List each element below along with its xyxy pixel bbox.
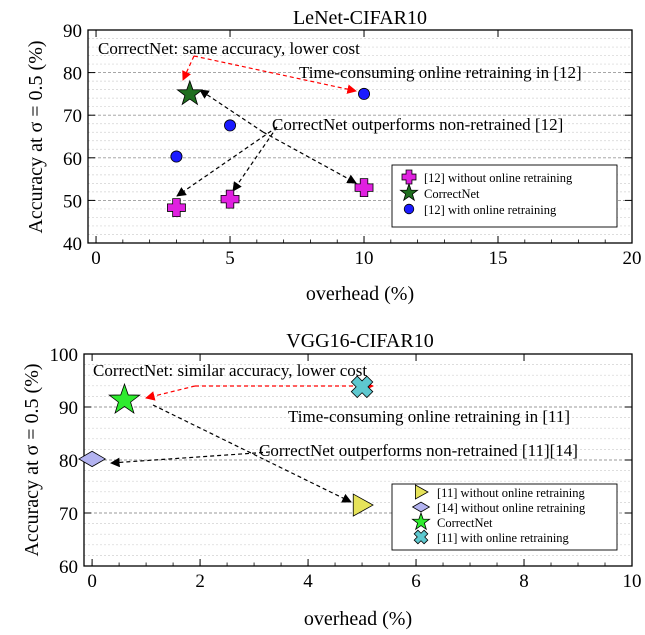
y-tick-label: 60 xyxy=(59,557,78,578)
y-tick-label: 80 xyxy=(63,64,82,85)
legend-markers xyxy=(399,169,419,215)
x-tick-label: 4 xyxy=(303,571,313,592)
data-point xyxy=(170,150,183,163)
x-tick-label: 15 xyxy=(489,248,508,269)
x-tick-label: 10 xyxy=(355,248,374,269)
legend-label: [11] without online retraining xyxy=(437,486,586,500)
legend-label: CorrectNet xyxy=(424,187,480,201)
x-axis-label: overhead (%) xyxy=(306,283,414,305)
annotation: Time-consuming online retraining in [12] xyxy=(299,63,582,82)
y-tick-labels: 60 70 80 90 100 xyxy=(50,345,79,578)
x-axis-label: overhead (%) xyxy=(304,608,412,630)
y-tick-label: 40 xyxy=(63,234,82,255)
chart-title: LeNet-CIFAR10 xyxy=(293,7,427,29)
data-point xyxy=(350,375,374,399)
legend-marker xyxy=(401,169,417,185)
legend-label: CorrectNet xyxy=(437,516,493,530)
legend-label: [11] with online retraining xyxy=(437,531,570,545)
annotation-arrows xyxy=(176,55,357,197)
x-tick-label: 6 xyxy=(411,571,421,592)
legend-label: [14] without online retraining xyxy=(437,501,586,515)
y-tick-label: 90 xyxy=(63,21,82,42)
arrow xyxy=(262,131,357,184)
x-tick-labels: 0 5 10 15 20 xyxy=(91,248,641,269)
x-tick-label: 0 xyxy=(91,248,101,269)
x-tick-labels: 0 2 4 6 8 10 xyxy=(87,571,641,592)
data-point xyxy=(220,189,240,209)
data-point xyxy=(167,198,186,218)
y-axis-label: Accuracy at σ = 0.5 (%) xyxy=(25,40,47,233)
data-point xyxy=(352,493,374,517)
y-tick-label: 100 xyxy=(50,345,79,366)
x-tick-label: 0 xyxy=(87,571,97,592)
chart-vgg16: VGG16-CIFAR10 0 2 4 6 8 10 60 70 80 90 1… xyxy=(21,330,642,630)
arrow xyxy=(145,385,196,401)
x-tick-label: 20 xyxy=(623,248,642,269)
legend-box xyxy=(391,483,618,551)
arrow xyxy=(182,55,195,81)
data-point xyxy=(224,119,237,132)
legend-marker xyxy=(403,203,415,215)
x-tick-label: 5 xyxy=(225,248,235,269)
legend-marker xyxy=(399,182,419,202)
y-tick-label: 70 xyxy=(63,106,82,127)
y-tick-label: 50 xyxy=(63,191,82,212)
data-points xyxy=(167,79,374,218)
annotation-arrows xyxy=(110,381,374,503)
y-tick-label: 80 xyxy=(59,451,78,472)
annotation: CorrectNet: same accuracy, lower cost xyxy=(98,39,360,58)
y-axis-label: Accuracy at σ = 0.5 (%) xyxy=(21,363,43,556)
y-tick-label: 70 xyxy=(59,504,78,525)
arrow xyxy=(176,126,278,197)
data-point xyxy=(78,450,107,468)
data-point xyxy=(176,79,204,106)
legend-marker xyxy=(411,511,431,531)
arrow xyxy=(232,126,278,192)
arrow xyxy=(199,89,264,133)
y-tick-label: 60 xyxy=(63,149,82,170)
legend-label: [12] without online retraining xyxy=(424,171,573,185)
data-point xyxy=(354,178,374,198)
data-point xyxy=(108,382,141,415)
arrow xyxy=(152,404,352,503)
x-tick-label: 10 xyxy=(623,571,642,592)
data-point xyxy=(358,87,371,100)
legend-box xyxy=(391,164,618,228)
legend-marker xyxy=(415,484,429,500)
x-tick-label: 2 xyxy=(195,571,205,592)
arrow xyxy=(110,451,271,468)
annotation: CorrectNet outperforms non-retrained [11… xyxy=(259,441,578,460)
chart-title: VGG16-CIFAR10 xyxy=(286,330,433,352)
y-tick-labels: 40 50 60 70 80 90 xyxy=(63,21,82,255)
legend: [12] without online retraining CorrectNe… xyxy=(391,164,618,228)
annotation: CorrectNet outperforms non-retrained [12… xyxy=(272,115,563,134)
chart-lenet: LeNet-CIFAR10 0 5 10 15 20 40 50 60 70 8… xyxy=(25,7,642,305)
legend: [11] without online retraining [14] with… xyxy=(391,483,618,551)
annotation: Time-consuming online retraining in [11] xyxy=(288,407,570,426)
legend-label: [12] with online retraining xyxy=(424,203,557,217)
x-tick-label: 8 xyxy=(519,571,529,592)
ticks xyxy=(84,353,633,567)
legend-marker xyxy=(411,501,431,513)
annotation: CorrectNet: similar accuracy, lower cost xyxy=(93,361,367,380)
data-points xyxy=(78,375,374,517)
y-tick-label: 90 xyxy=(59,398,78,419)
legend-marker xyxy=(413,529,429,545)
legend-markers xyxy=(411,484,431,545)
plot-frame xyxy=(87,29,633,244)
ticks xyxy=(88,29,633,244)
